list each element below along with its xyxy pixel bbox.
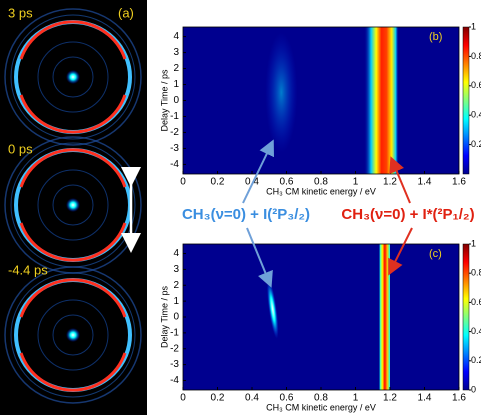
x-tick-label: 0.2 — [211, 177, 225, 188]
colorbar-tick-label: 0.4 — [471, 110, 481, 120]
y-tick-label: 1 — [173, 296, 179, 307]
feature — [266, 279, 279, 339]
ring — [10, 272, 136, 398]
y-tick-label: -3 — [170, 143, 179, 154]
annotation: CH₃(ν=0) + I*(²P₁/₂) — [341, 206, 474, 223]
arrow — [242, 139, 274, 204]
x-tick-label: 1.2 — [383, 393, 397, 404]
y-tick-label: 3 — [173, 264, 179, 275]
colorbar-tick-label: 0.6 — [471, 80, 481, 90]
x-tick-label: 1.6 — [452, 177, 466, 188]
y-tick-label: 0 — [173, 95, 179, 106]
delay-label: 3 ps — [8, 5, 33, 20]
plot-background — [183, 27, 459, 174]
ring — [4, 266, 142, 404]
colorbar-tick-label: 0.2 — [471, 139, 481, 149]
y-tick-label: 3 — [173, 47, 179, 58]
ring — [37, 299, 109, 371]
x-tick-label: 0.6 — [280, 177, 294, 188]
ring — [4, 8, 142, 146]
colorbar-tick-label: 0.6 — [471, 297, 481, 307]
x-tick-label: 0.6 — [280, 393, 294, 404]
colorbar-tick-label: 0.8 — [471, 51, 481, 61]
panel-label: (a) — [118, 5, 134, 20]
colorbar-tick-label: 0 — [471, 384, 476, 394]
arrow — [389, 156, 411, 204]
y-tick-label: -4 — [170, 375, 179, 386]
y-tick-label: 1 — [173, 79, 179, 90]
ring — [52, 56, 94, 98]
center-spot — [66, 70, 80, 84]
y-tick-label: 2 — [173, 280, 179, 291]
feature — [364, 27, 399, 174]
center-spot — [66, 198, 80, 212]
y-tick-label: -4 — [170, 159, 179, 170]
x-tick-label: 1 — [353, 393, 359, 404]
x-tick-label: 0.8 — [314, 393, 328, 404]
y-tick-label: 2 — [173, 63, 179, 74]
arrow — [246, 227, 273, 288]
panel-label: (c) — [429, 248, 442, 260]
ring-arc — [19, 148, 127, 188]
x-tick-label: 1.4 — [418, 177, 432, 188]
colorbar-tick-label: 0.8 — [471, 268, 481, 278]
center-spot — [66, 328, 80, 342]
colorbar-tick-label: 0.4 — [471, 326, 481, 336]
y-tick-label: 0 — [173, 312, 179, 323]
y-tick-label: -2 — [170, 127, 179, 138]
arrow — [388, 227, 413, 276]
feature — [379, 244, 390, 390]
x-tick-label: 0.4 — [245, 393, 259, 404]
ring — [10, 14, 136, 140]
ring-arc — [19, 20, 127, 60]
ring-arc — [19, 278, 127, 318]
x-tick-label: 0 — [180, 393, 186, 404]
colorbar-tick-label: 1 — [471, 21, 476, 31]
colorbar — [462, 26, 470, 175]
delay-label: 0 ps — [8, 141, 33, 156]
x-tick-label: 1.6 — [452, 393, 466, 404]
ring-arc — [19, 352, 127, 392]
colorbar — [462, 243, 470, 391]
ring — [37, 41, 109, 113]
y-tick-label: -2 — [170, 343, 179, 354]
y-axis-label: Delay Time / ps — [159, 285, 169, 348]
x-axis-label: CH₃ CM kinetic energy / eV — [266, 186, 376, 196]
annotation: CH₃(ν=0) + I(²P₃/₂) — [182, 206, 310, 223]
y-tick-label: 4 — [173, 248, 179, 259]
x-tick-label: 1.2 — [383, 177, 397, 188]
x-axis-label: CH₃ CM kinetic energy / eV — [266, 402, 376, 412]
x-tick-label: 0 — [180, 177, 186, 188]
x-tick-label: 0.2 — [211, 393, 225, 404]
ring — [52, 314, 94, 356]
y-axis-label: Delay Time / ps — [159, 69, 169, 132]
x-tick-label: 1 — [353, 177, 359, 188]
y-tick-label: 4 — [173, 31, 179, 42]
panel-label: (b) — [429, 31, 442, 43]
y-tick-label: -1 — [170, 111, 179, 122]
plot-background — [183, 244, 459, 390]
ring-arc — [19, 94, 127, 134]
colorbar-tick-label: 0.2 — [471, 355, 481, 365]
colorbar-tick-label: 1 — [471, 238, 476, 248]
y-tick-label: -1 — [170, 328, 179, 339]
feature — [265, 32, 298, 153]
ring — [37, 169, 109, 241]
delay-label: -4.4 ps — [8, 262, 48, 277]
x-tick-label: 1.4 — [418, 393, 432, 404]
x-tick-label: 0.8 — [314, 177, 328, 188]
y-tick-label: -3 — [170, 359, 179, 370]
ring — [52, 184, 94, 226]
ring-arc — [19, 222, 127, 262]
